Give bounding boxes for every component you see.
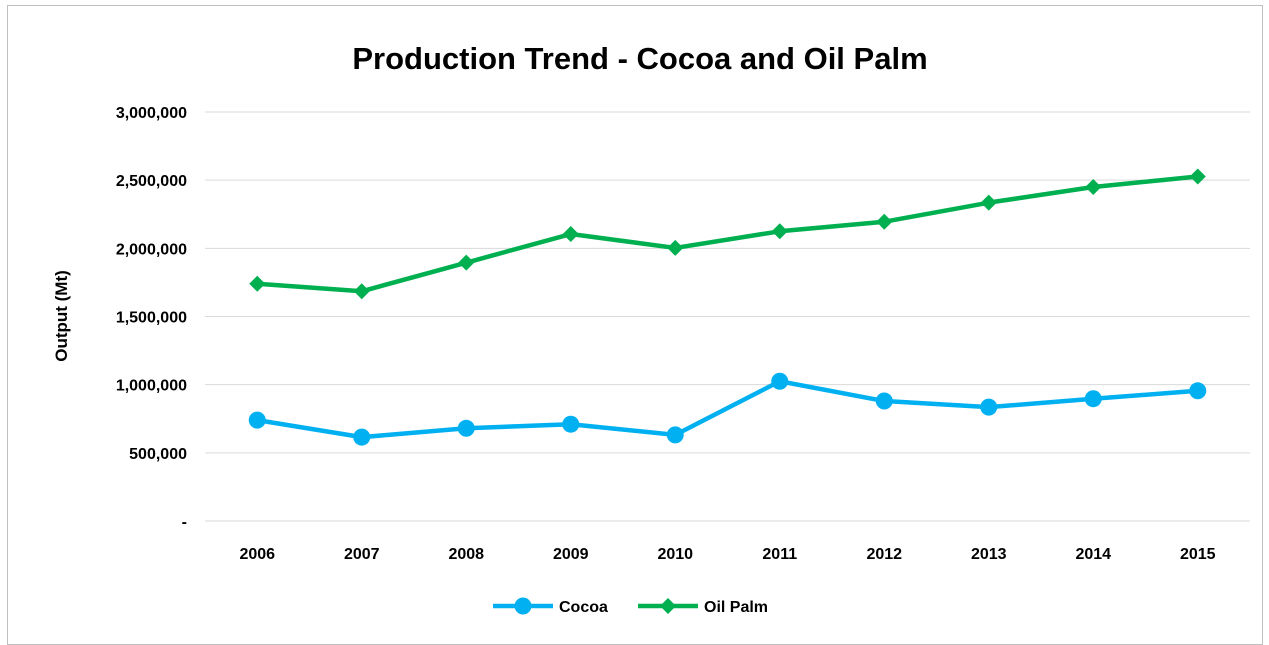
data-point [562,415,580,433]
data-point [562,226,579,243]
x-tick-label: 2015 [1180,546,1216,563]
data-point [1189,382,1207,400]
data-point [249,275,266,292]
data-point [457,419,475,437]
y-tick-label: 500,000 [129,446,187,463]
data-point [1189,168,1206,185]
x-tick-label: 2010 [657,546,693,563]
legend-marker [660,598,676,614]
data-point [353,283,370,300]
x-tick-label: 2007 [344,546,380,563]
y-tick-label: 1,000,000 [116,378,187,395]
data-point [771,372,789,390]
gridlines [205,111,1250,522]
chart-title: Production Trend - Cocoa and Oil Palm [352,41,927,76]
data-point [771,223,788,240]
legend-label: Cocoa [559,599,608,616]
y-tick-label: - [182,514,187,531]
legend-label: Oil Palm [704,599,768,616]
data-point [980,398,998,416]
data-point [353,428,371,446]
data-point [666,426,684,444]
data-point [248,411,266,429]
y-tick-label: 1,500,000 [116,310,187,327]
series-line [255,174,1200,294]
legend-item: Oil Palm [638,598,768,616]
data-point [875,392,893,410]
legend: Cocoa Oil Palm [493,597,768,616]
data-point [980,194,997,211]
series-oil-palm [249,168,1206,300]
series-line [255,379,1200,440]
data-point [458,254,475,271]
x-tick-label: 2014 [1075,546,1111,563]
x-tick-label: 2008 [448,546,484,563]
x-tick-label: 2006 [239,546,275,563]
y-tick-label: 2,500,000 [116,173,187,190]
x-tick-label: 2011 [762,546,797,563]
series-cocoa [248,372,1207,446]
y-tick-labels: - 500,000 1,000,000 1,500,000 2,000,000 2,500… [116,105,187,531]
data-point [667,239,684,256]
legend-marker [514,597,532,615]
series-layer [248,168,1207,446]
legend-item: Cocoa [493,597,608,616]
x-tick-labels: 2006 2007 2008 2009 2010 2011 2012 2013 2014 2015 [239,546,1215,563]
data-point [1084,390,1102,408]
y-axis-title: Output (Mt) [52,270,71,362]
x-tick-label: 2013 [971,546,1007,563]
x-tick-label: 2012 [866,546,902,563]
y-tick-label: 3,000,000 [116,105,187,122]
x-tick-label: 2009 [553,546,589,563]
data-point [1085,178,1102,195]
y-tick-label: 2,000,000 [116,241,187,258]
data-point [876,213,893,230]
